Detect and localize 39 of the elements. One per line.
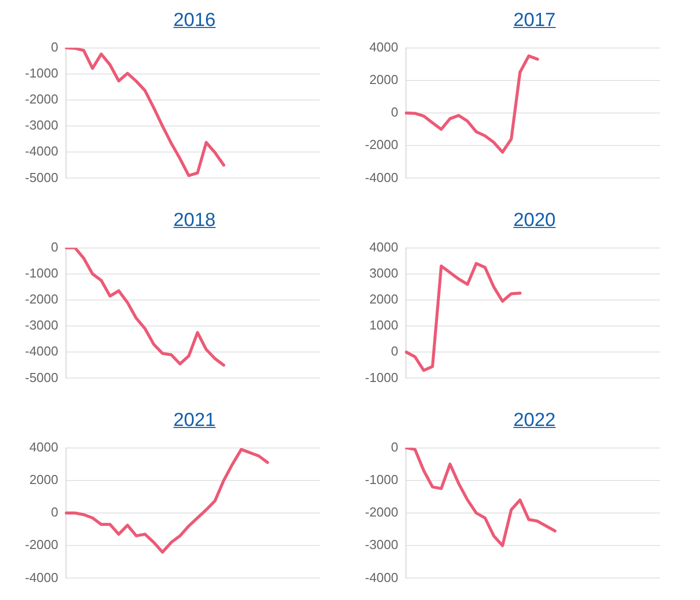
y-tick-label: 0 <box>391 344 398 359</box>
y-tick-label: -2000 <box>25 292 58 307</box>
y-tick-label: -4000 <box>365 570 398 585</box>
y-tick-label: -4000 <box>365 170 398 185</box>
y-tick-label: 0 <box>51 504 58 520</box>
y-tick-label: -1000 <box>25 65 58 80</box>
y-tick-label: -1000 <box>365 370 398 385</box>
chart-title: 2020 <box>513 210 556 231</box>
y-tick-label: 0 <box>391 439 398 454</box>
y-tick-label: 4000 <box>369 39 398 54</box>
y-tick-label: -1000 <box>25 265 58 280</box>
y-tick-label: -5000 <box>25 370 58 385</box>
chart-title: 2017 <box>513 10 556 31</box>
y-tick-label: 1000 <box>369 318 398 333</box>
y-tick-label: 2000 <box>369 72 398 87</box>
y-tick-label: 3000 <box>369 265 398 280</box>
y-tick-label: -4000 <box>25 570 58 585</box>
y-tick-label: -3000 <box>25 118 58 133</box>
chart-title: 2022 <box>513 410 556 431</box>
y-tick-label: -2000 <box>365 504 398 520</box>
y-tick-label: 4000 <box>29 439 58 454</box>
y-tick-label: -2000 <box>25 92 58 107</box>
y-tick-label: -2000 <box>25 537 58 552</box>
y-tick-label: -1000 <box>365 472 398 487</box>
y-tick-label: 0 <box>51 39 58 54</box>
y-tick-label: 4000 <box>369 239 398 254</box>
chart-title: 2018 <box>173 210 216 231</box>
y-tick-label: -5000 <box>25 170 58 185</box>
y-tick-label: -3000 <box>365 537 398 552</box>
y-tick-label: 2000 <box>369 292 398 307</box>
y-tick-label: -4000 <box>25 144 58 159</box>
chart-title: 2016 <box>173 10 216 31</box>
chart-title: 2021 <box>173 410 216 431</box>
y-tick-label: 0 <box>391 104 398 120</box>
y-tick-label: -2000 <box>365 137 398 152</box>
y-tick-label: 2000 <box>29 472 58 487</box>
y-tick-label: -3000 <box>25 318 58 333</box>
y-tick-label: -4000 <box>25 344 58 359</box>
y-tick-label: 0 <box>51 239 58 254</box>
